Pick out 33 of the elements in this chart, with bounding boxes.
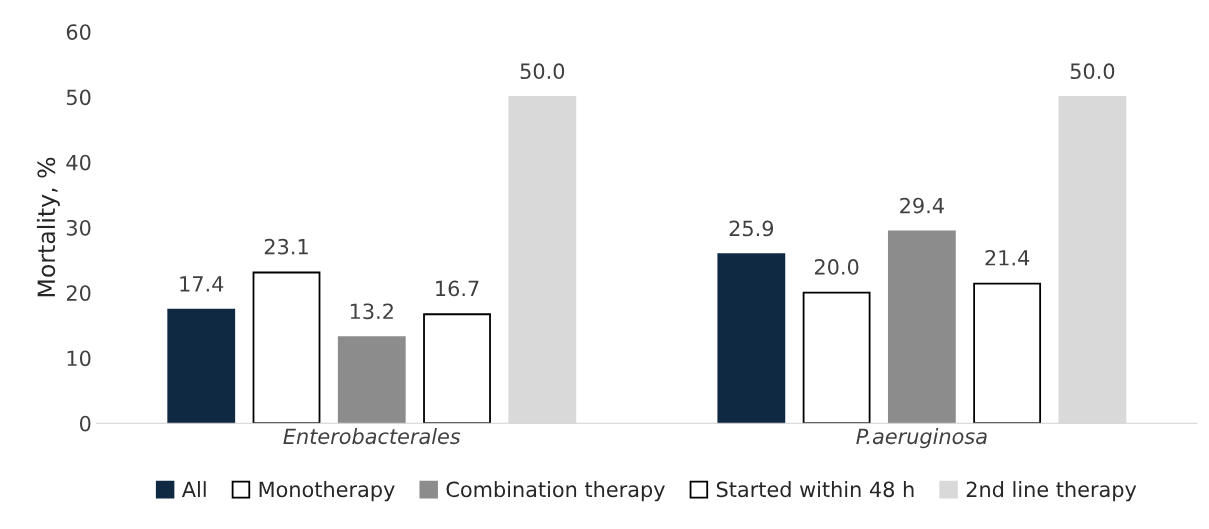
legend-label: Started within 48 h [716,481,914,498]
bar [252,271,321,424]
legend-label: Monotherapy [259,481,395,502]
y-tick-label: 60 [66,24,91,40]
bar [973,282,1042,424]
data-label: 20.0 [814,259,859,275]
y-tick-label: 0 [79,415,91,432]
legend-label: All [181,481,206,497]
bar [717,253,786,424]
bar [887,230,956,424]
data-label: 21.4 [985,249,1030,266]
data-label: 25.9 [729,220,774,237]
x-tick-label: Enterobacterales [283,428,461,445]
bar [802,291,871,424]
bar [423,313,491,424]
data-label: 50.0 [520,63,565,80]
y-tick-label: 20 [66,285,91,301]
data-label: 29.4 [900,197,944,214]
data-label: 17.4 [180,276,224,292]
legend-label: 2nd line therapy [966,481,1137,502]
y-tick-label: 50 [66,89,91,106]
data-label: 13.2 [350,303,393,320]
data-label: 16.7 [436,280,479,297]
legend-label: Combination therapy [446,481,665,502]
y-tick-label: 10 [67,350,91,367]
bar [167,308,236,424]
x-tick-label: P.aeruginosa [856,428,987,449]
y-tick-label: 40 [66,154,91,171]
bar [337,336,406,424]
data-label: 50.0 [1070,63,1115,80]
y-axis-title: Mortality, % [36,157,60,297]
data-label: 23.1 [264,238,308,255]
y-tick-label: 30 [66,219,91,236]
